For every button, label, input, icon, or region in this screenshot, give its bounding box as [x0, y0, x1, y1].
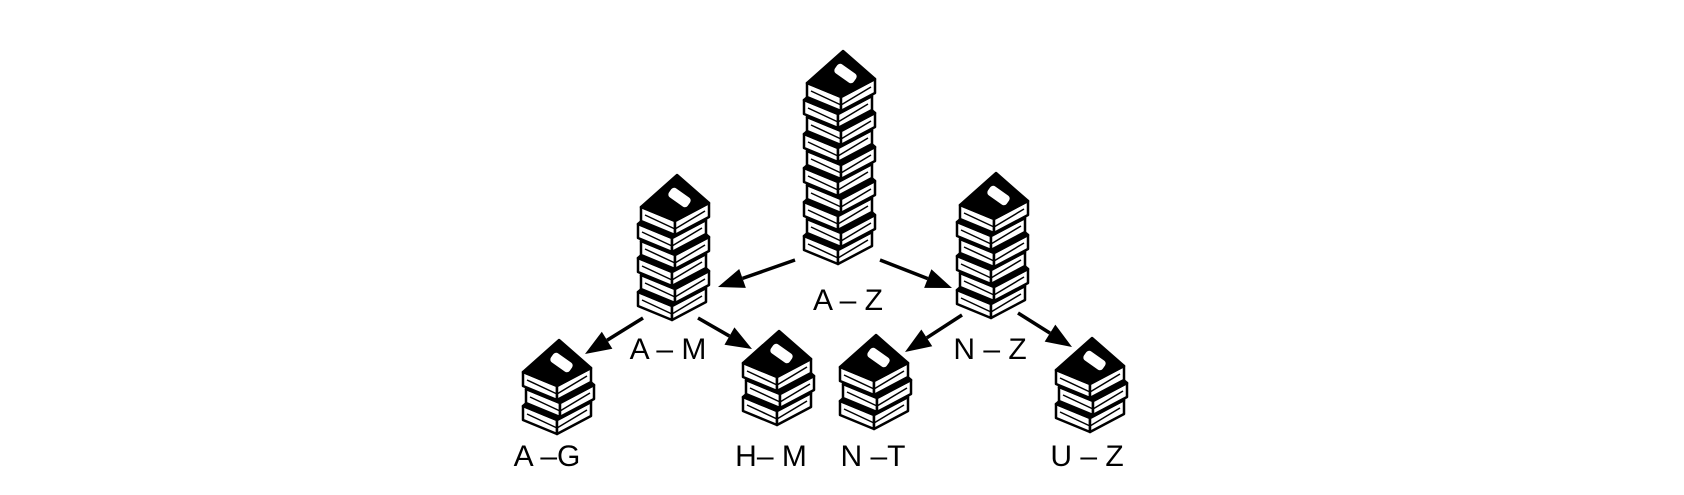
book-stack-icon-rr: [1054, 336, 1129, 434]
arrow-root-to-right: [879, 258, 952, 288]
node-label-right: N – Z: [953, 333, 1026, 366]
arrow-left-to-lr: [697, 316, 752, 349]
book-stack-icon-root: [802, 49, 877, 266]
node-label-rr: U – Z: [1050, 440, 1123, 473]
book-stack-icon-left: [636, 173, 711, 322]
book-icon: [805, 49, 877, 113]
book-icon: [639, 173, 711, 237]
book-stack-icon-rl: [838, 333, 913, 431]
node-label-root: A – Z: [813, 284, 883, 317]
book-stack-icon-lr: [741, 329, 816, 427]
book-stack-icon-ll: [521, 338, 596, 436]
node-label-left: A – M: [630, 333, 707, 366]
arrow-left-to-ll: [585, 316, 644, 354]
node-label-lr: H– M: [735, 440, 807, 473]
book-icon: [521, 338, 593, 402]
diagram-arrows: [585, 258, 1072, 354]
book-stack-icon-right: [955, 171, 1030, 320]
node-label-ll: A –G: [514, 440, 581, 473]
arrow-right-to-rl: [905, 313, 963, 352]
book-icon: [838, 333, 910, 397]
book-icon: [741, 329, 813, 393]
book-icon: [958, 171, 1030, 235]
arrow-right-to-rr: [1017, 311, 1072, 347]
book-stacks: [521, 49, 1129, 436]
book-icon: [1054, 336, 1126, 400]
arrow-root-to-left: [718, 258, 796, 288]
node-label-rl: N –T: [840, 440, 905, 473]
